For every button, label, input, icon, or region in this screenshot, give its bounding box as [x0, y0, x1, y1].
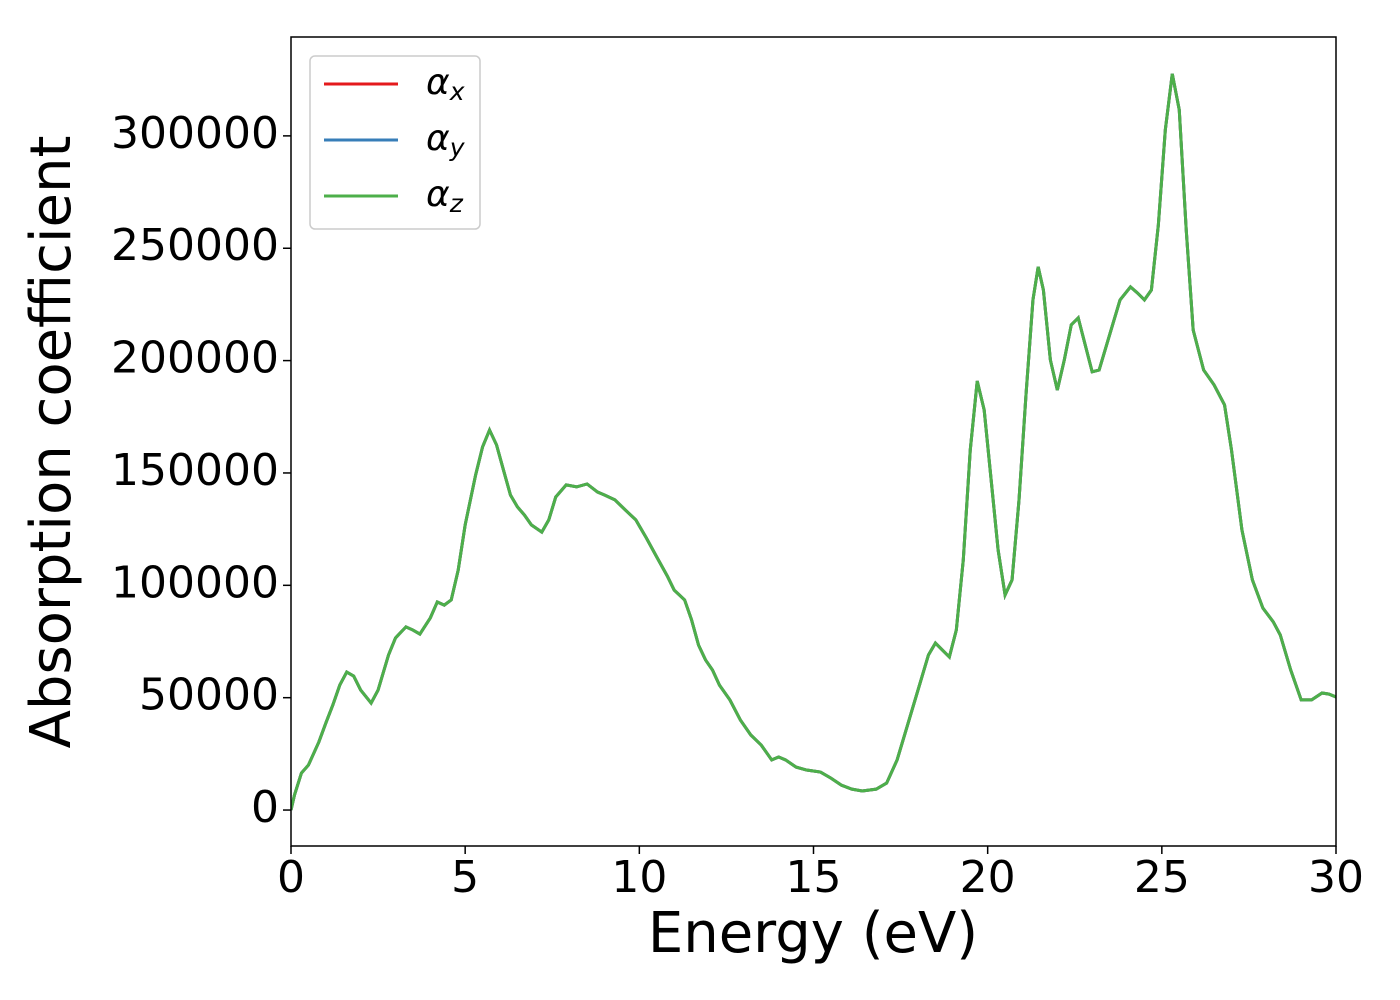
legend-label-main: α [426, 62, 450, 103]
y-axis-label: Absorption coefficient [19, 136, 84, 749]
legend-label: αx [426, 62, 465, 106]
data-line [291, 73, 1336, 811]
x-tick-label: 5 [451, 852, 479, 903]
x-axis-label: Energy (eV) [648, 901, 978, 966]
x-tick-label: 15 [786, 852, 842, 903]
y-tick-label: 300000 [111, 108, 279, 159]
legend-label: αz [426, 174, 464, 218]
y-tick-label: 0 [251, 782, 279, 833]
x-tick-label: 10 [611, 852, 667, 903]
y-tick-label: 50000 [139, 670, 279, 721]
y-tick-label: 200000 [111, 333, 279, 384]
legend-label-main: α [426, 174, 450, 215]
legend-label-sub: x [449, 77, 465, 106]
legend-label-sub: z [449, 189, 464, 218]
y-tick-label: 250000 [111, 220, 279, 271]
plot-frame [290, 36, 1337, 847]
legend-box [309, 55, 481, 230]
x-tick-label: 30 [1308, 852, 1364, 903]
legend-label-sub: y [449, 133, 466, 162]
x-tick-label: 25 [1134, 852, 1190, 903]
y-tick-label: 100000 [111, 557, 279, 608]
x-tick-label: 20 [960, 852, 1016, 903]
legend-label: αy [426, 118, 466, 162]
x-tick-label: 0 [277, 852, 305, 903]
legend-label-main: α [426, 118, 450, 159]
y-tick-label: 150000 [111, 445, 279, 496]
